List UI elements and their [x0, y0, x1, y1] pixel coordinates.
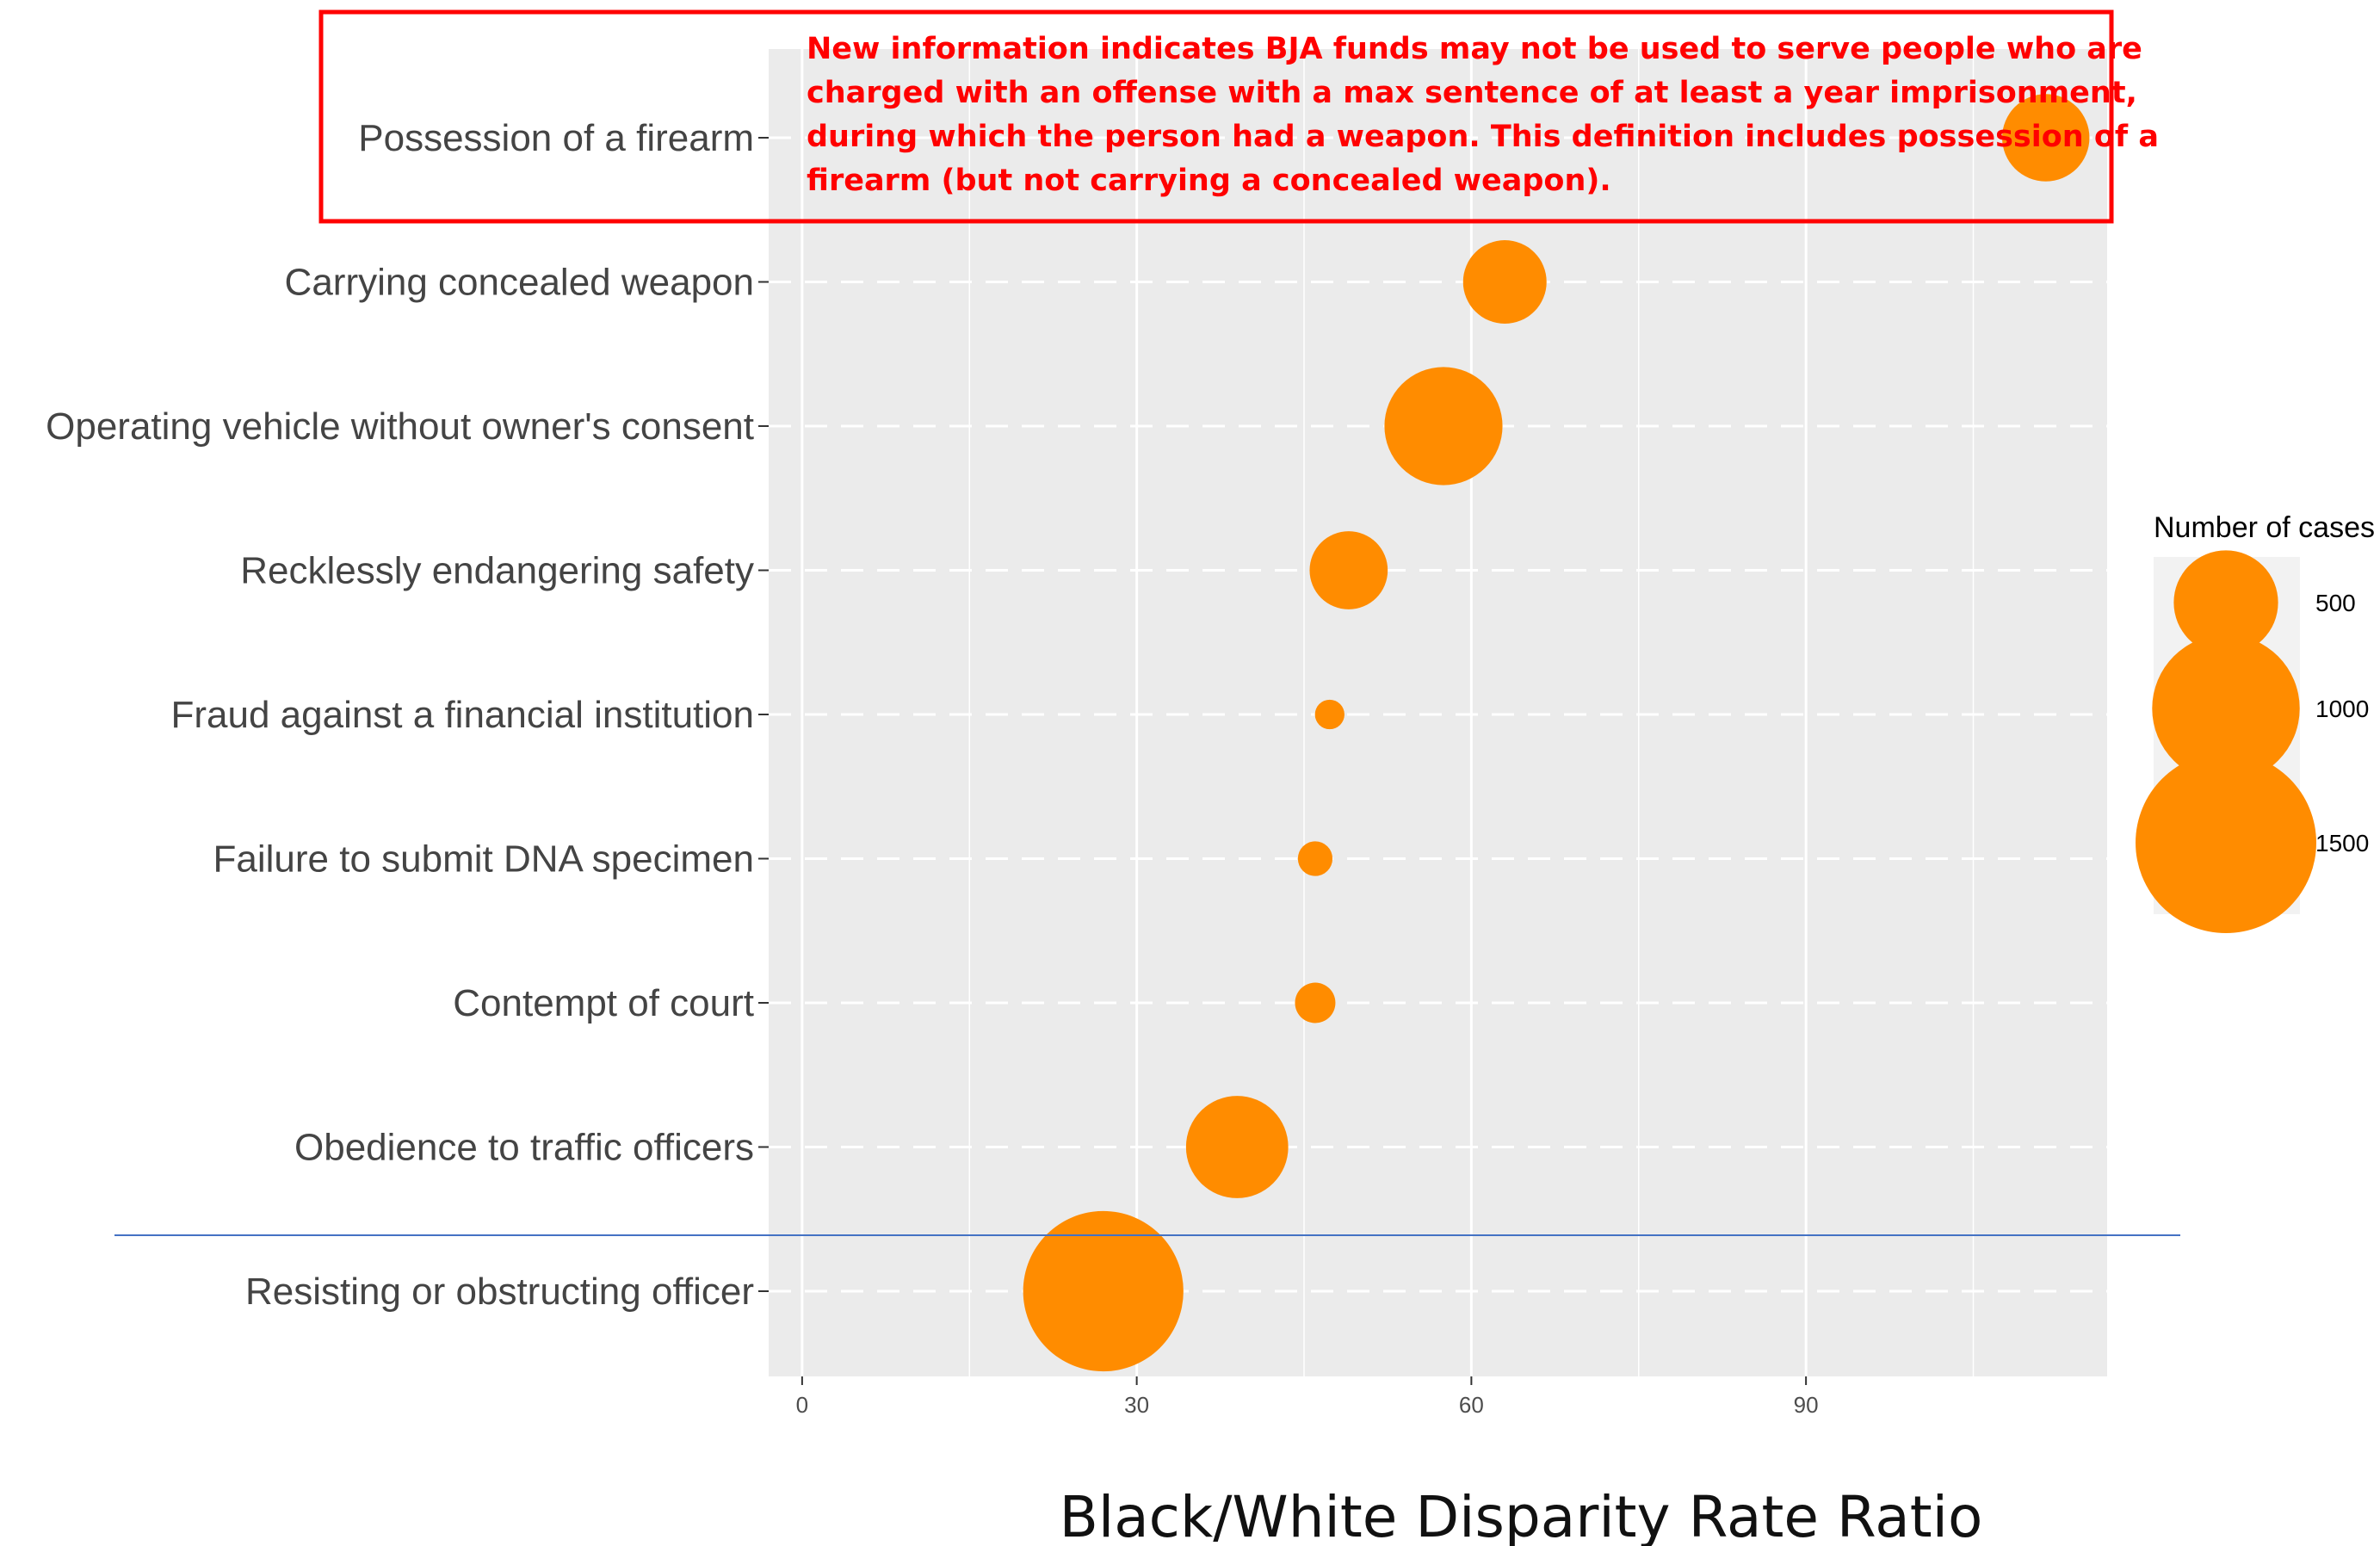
size-legend: Number of cases 500 1000 1500: [2136, 511, 2375, 933]
annotation-line-3: during which the person had a weapon. Th…: [807, 120, 2159, 154]
y-tick-label: Carrying concealed weapon: [285, 262, 754, 304]
y-tick-label: Contempt of court: [453, 982, 754, 1024]
data-points: [1023, 94, 2090, 1372]
legend-key-circle: [2136, 752, 2316, 933]
y-tick-label: Fraud against a financial institution: [170, 694, 754, 736]
plot-panel: [769, 49, 2107, 1376]
data-point: [1309, 531, 1388, 609]
x-axis-ticks: 0 30 60 90: [796, 1376, 1819, 1418]
y-tick-label: Obedience to traffic officers: [294, 1127, 754, 1169]
legend-entries: 500 1000 1500: [2136, 550, 2369, 933]
y-tick-label: Operating vehicle without owner's consen…: [46, 405, 754, 448]
annotation-line-4: firearm (but not carrying a concealed we…: [807, 164, 1611, 198]
data-point: [1023, 1210, 1184, 1372]
data-point: [1297, 841, 1333, 876]
y-tick-label: Recklessly endangering safety: [240, 550, 754, 592]
data-point: [1462, 240, 1547, 324]
data-point: [1384, 367, 1503, 485]
y-tick-label: Resisting or obstructing officer: [245, 1271, 754, 1313]
y-tick-label: Possession of a firearm: [358, 117, 754, 159]
data-point: [2002, 94, 2090, 182]
annotation-text: New information indicates BJA funds may …: [807, 32, 2169, 198]
legend-title: Number of cases: [2154, 511, 2375, 544]
x-tick-label: 90: [1794, 1392, 1819, 1418]
y-tick-label: Failure to submit DNA specimen: [213, 838, 754, 881]
y-axis-ticks: Possession of a firearm Carrying conceale…: [46, 117, 769, 1313]
x-tick-label: 30: [1124, 1392, 1149, 1418]
data-point: [1295, 982, 1336, 1023]
legend-label: 1000: [2315, 696, 2369, 722]
annotation-line-2: charged with an offense with a max sente…: [807, 76, 2137, 110]
legend-label: 1500: [2315, 830, 2369, 856]
x-tick-label: 60: [1459, 1392, 1484, 1418]
data-point: [1314, 699, 1345, 730]
annotation-box: [318, 9, 2114, 224]
legend-key-circle: [2152, 634, 2300, 782]
x-axis-title: Black/White Disparity Rate Ratio: [1060, 1484, 1983, 1546]
annotation-line-1: New information indicates BJA funds may …: [807, 32, 2142, 66]
legend-label: 500: [2315, 590, 2356, 616]
x-tick-label: 0: [796, 1392, 808, 1418]
legend-key-circle: [2173, 550, 2278, 655]
data-point: [1185, 1096, 1289, 1198]
